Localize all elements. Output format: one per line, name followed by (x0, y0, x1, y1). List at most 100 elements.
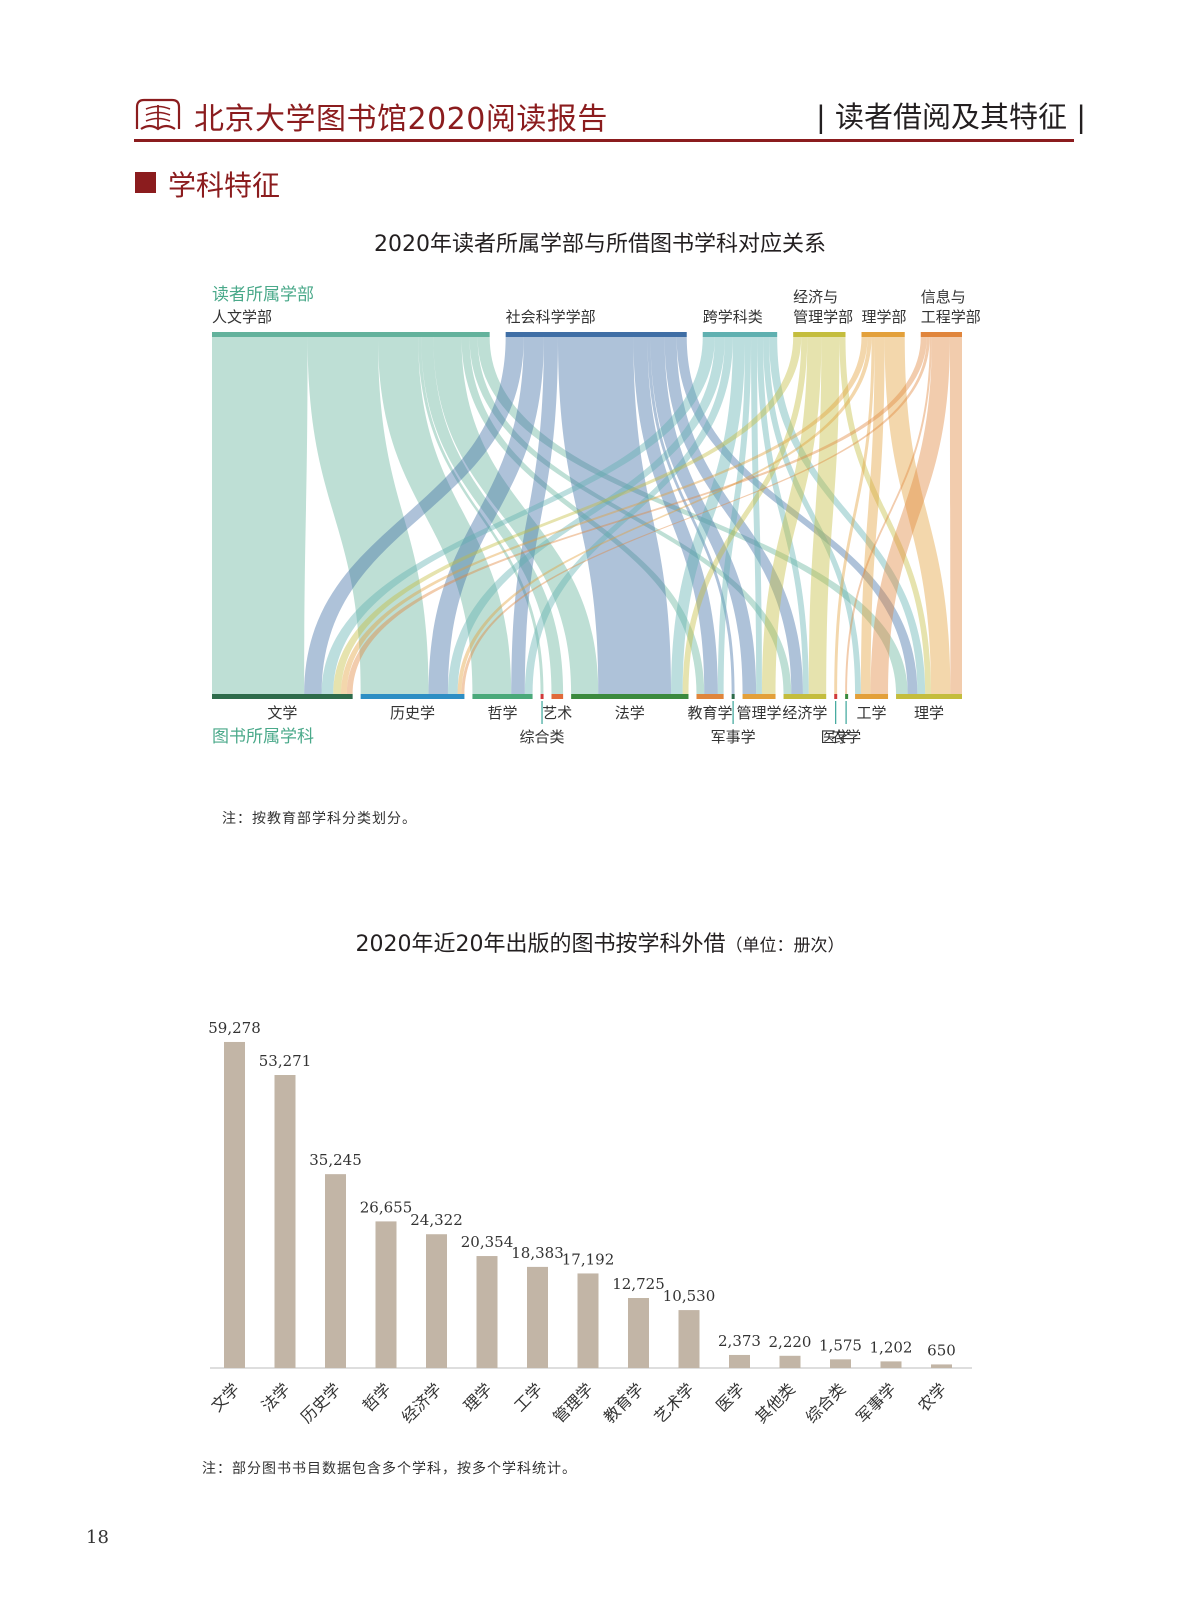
sankey-target-label: 历史学 (390, 704, 435, 722)
sankey-flow (884, 337, 951, 694)
x-tick-label: 文学 (207, 1379, 243, 1415)
x-tick-label: 军事学 (852, 1379, 899, 1426)
sankey-target-bar (834, 694, 838, 699)
sankey-source-label: 理学部 (861, 308, 906, 326)
sankey-flow (341, 337, 868, 694)
sankey-target-label: 法学 (615, 704, 645, 722)
bar (830, 1359, 851, 1368)
sankey-source-label: 人文学部 (212, 308, 272, 326)
sankey-source-label: 工程学部 (921, 308, 981, 326)
sankey-source-label: 社会科学学部 (506, 308, 596, 326)
bar (476, 1256, 498, 1368)
library-logo-icon (135, 98, 181, 131)
bar-value-label: 18,383 (511, 1244, 564, 1262)
sankey-target-label: 军事学 (711, 728, 756, 746)
sankey-target-label: 管理学 (737, 704, 782, 722)
sankey-target-bar (212, 694, 353, 699)
sankey-target-bar (896, 694, 962, 699)
bar-chart-unit: （单位：册次） (725, 936, 845, 956)
sankey-target-bar (845, 694, 849, 699)
bar-value-label: 650 (927, 1341, 956, 1359)
sankey-target-bar (472, 694, 533, 699)
sankey-flow (557, 337, 672, 694)
bar (729, 1354, 750, 1368)
sankey-bottom-axis-label: 图书所属学科 (212, 727, 314, 747)
sankey-target-bar (571, 694, 689, 699)
sankey-flow (860, 337, 885, 694)
sankey-flow (682, 337, 808, 694)
sankey-target-label: 农学 (831, 728, 861, 746)
sankey-flow (321, 337, 715, 694)
sankey-flow (428, 337, 544, 694)
sankey-flow (333, 337, 802, 694)
bar (931, 1364, 952, 1368)
sankey-target-bar (551, 694, 564, 699)
sankey-flow (433, 337, 599, 694)
bar (224, 1041, 245, 1368)
page-number: 18 (86, 1527, 109, 1548)
bar (880, 1361, 902, 1368)
x-tick-label: 管理学 (549, 1379, 596, 1426)
sankey-title: 2020年读者所属学部与所借图书学科对应关系 (374, 232, 826, 257)
sankey-target-bar (540, 694, 544, 699)
bar (678, 1310, 700, 1368)
sankey-flow (346, 337, 927, 694)
sankey-flow (751, 337, 762, 694)
sankey-flow (418, 337, 544, 694)
sankey-source-bar (920, 332, 962, 337)
sankey-flow (304, 337, 524, 694)
section-tag: | 读者借阅及其特征 | (816, 100, 1086, 134)
bar-value-label: 1,575 (819, 1336, 862, 1354)
bar-value-label: 26,655 (360, 1198, 413, 1216)
sankey-flow (676, 337, 918, 694)
bar (375, 1221, 397, 1368)
sankey-target-label: 艺术 (542, 704, 572, 722)
bar-value-label: 59,278 (208, 1019, 261, 1037)
sankey-flow (839, 337, 931, 694)
bar (426, 1234, 447, 1368)
bar (274, 1075, 296, 1368)
sankey-target-bar (783, 694, 827, 699)
sankey-flow (671, 337, 745, 694)
report-title: 北京大学图书馆2020阅读报告 (194, 102, 608, 137)
bar-value-label: 53,271 (259, 1052, 312, 1070)
sankey-flows (212, 337, 962, 694)
bar-value-label: 2,220 (769, 1333, 812, 1351)
sankey-flow (949, 337, 962, 694)
sankey-target-label: 工学 (857, 704, 887, 722)
sankey-top-axis-label: 读者所属学部 (212, 285, 314, 305)
x-tick-label: 医学 (712, 1379, 748, 1415)
x-tick-label: 工学 (510, 1379, 546, 1415)
sankey-flow (769, 337, 926, 694)
sankey-source-bar (505, 332, 687, 337)
sankey-target-label: 经济学 (782, 704, 827, 722)
x-tick-label: 历史学 (297, 1379, 344, 1426)
sankey-target-label: 综合类 (520, 728, 565, 746)
x-tick-label: 哲学 (359, 1379, 395, 1415)
bar (527, 1266, 548, 1368)
sankey-target-bar (855, 694, 889, 699)
section-marker (135, 172, 156, 193)
x-tick-label: 艺术学 (650, 1379, 697, 1426)
sankey-target-bar (360, 694, 465, 699)
sankey-flow (664, 337, 803, 694)
section-title: 学科特征 (168, 169, 281, 202)
sankey-flow (834, 337, 875, 694)
sankey-flow (650, 337, 757, 694)
sankey-source-bar (212, 332, 490, 337)
sankey-flow (457, 337, 872, 694)
header-divider (134, 139, 1074, 142)
sankey-source-bar (861, 332, 905, 337)
sankey-flow (421, 337, 564, 694)
sankey-source-label: 管理学部 (793, 308, 853, 326)
bar-chart: 59,278 文学 53,271 法学 35,245 历史学 26,655 哲学 24,322 经… (207, 1019, 972, 1427)
bar-value-label: 10,530 (663, 1287, 716, 1305)
sankey-source-bar (793, 332, 846, 337)
sankey-target-bar (731, 694, 735, 699)
sankey-target-label: 哲学 (487, 704, 517, 722)
sankey-flow (377, 337, 512, 694)
x-tick-label: 农学 (914, 1379, 950, 1415)
sankey-flow (647, 337, 735, 694)
bar-value-label: 12,725 (612, 1275, 665, 1293)
